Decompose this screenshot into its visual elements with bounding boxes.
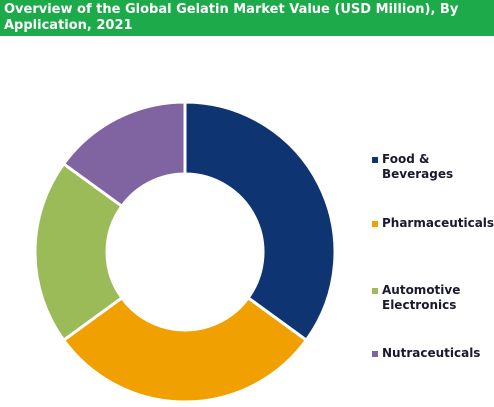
legend-label: Nutraceuticals xyxy=(382,346,481,360)
donut-segment xyxy=(183,100,337,343)
donut-segment xyxy=(33,161,124,343)
legend-swatch xyxy=(372,157,378,163)
legend-swatch xyxy=(372,221,378,227)
legend-swatch xyxy=(372,288,378,294)
legend-item: Nutraceuticals xyxy=(372,346,490,361)
chart-title: Overview of the Global Gelatin Market Va… xyxy=(0,0,494,36)
donut-segment xyxy=(61,295,309,404)
legend-label: Food & Beverages xyxy=(382,152,454,181)
legend-item: Food & Beverages xyxy=(372,152,490,182)
legend-item: Automotive Electronics xyxy=(372,283,490,313)
legend-item: Pharmaceuticals xyxy=(372,216,494,231)
donut-segment xyxy=(61,100,187,209)
legend-label: Automotive Electronics xyxy=(382,283,461,312)
legend-label: Pharmaceuticals xyxy=(382,216,494,230)
legend-swatch xyxy=(372,351,378,357)
chart xyxy=(33,100,337,404)
